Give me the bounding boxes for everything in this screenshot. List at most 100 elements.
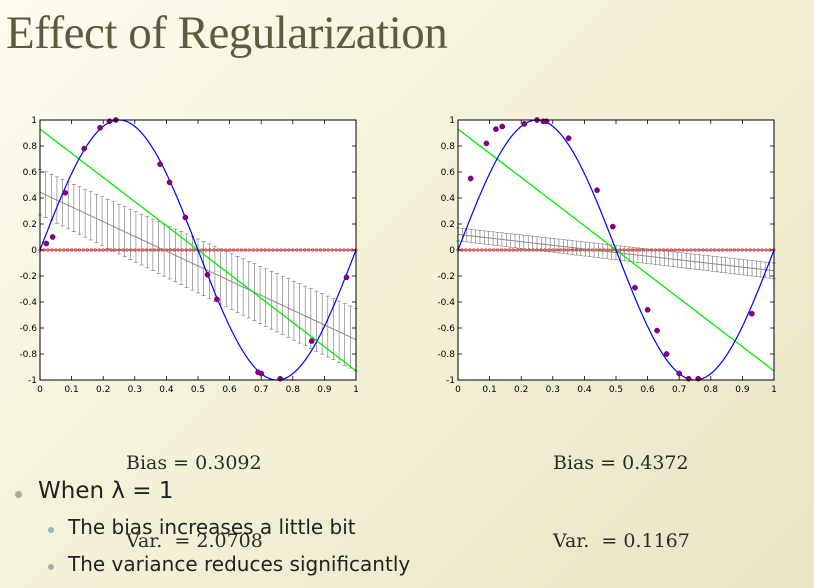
- baseline-marker: [176, 248, 180, 252]
- x-tick-label: 0.1: [64, 385, 78, 395]
- baseline-marker: [748, 248, 752, 252]
- baseline-marker: [200, 248, 204, 252]
- plot-svg-left: 0 0.1 0.2 0.3 0.4 0.5 0.6 0.7 0.8 0.9 1 -1 -0.8 -0.6 -…: [19, 116, 358, 395]
- baseline-marker: [216, 248, 220, 252]
- baseline-marker: [539, 248, 543, 252]
- baseline-marker: [661, 248, 665, 252]
- sample-point: [467, 175, 474, 182]
- baseline-marker: [487, 248, 492, 252]
- x-tick-label: 0.7: [672, 385, 686, 395]
- baseline-marker: [255, 248, 259, 252]
- sample-point: [654, 327, 660, 334]
- baseline-marker: [515, 248, 519, 252]
- baseline-marker: [598, 248, 602, 252]
- sample-point: [594, 187, 600, 194]
- bias-label-left: Bias = 0.3092: [126, 452, 262, 474]
- baseline-marker: [85, 248, 89, 252]
- baseline-marker: [721, 248, 725, 252]
- sample-point: [81, 145, 88, 152]
- x-tick-label: 0.7: [254, 385, 268, 395]
- baseline-marker: [732, 248, 737, 252]
- x-tick-label: 0.2: [514, 385, 528, 395]
- baseline-marker: [263, 248, 267, 252]
- true-function-curve: [457, 119, 775, 381]
- baseline-marker: [235, 248, 240, 252]
- baseline-marker: [693, 248, 697, 252]
- plot-svg-right: 0 0.1 0.2 0.3 0.4 0.5 0.6 0.7 0.8 0.9 1 -1 -0.8 -0.6 -…: [437, 116, 776, 395]
- spread-mean-line: [39, 191, 357, 341]
- y-tick-label: 0.2: [441, 220, 455, 230]
- sample-point: [106, 118, 113, 125]
- sample-point: [749, 310, 755, 317]
- baseline-marker: [610, 248, 614, 252]
- sample-point: [632, 284, 638, 291]
- baseline-marker: [697, 248, 701, 252]
- baseline-marker: [472, 248, 476, 252]
- baseline-marker: [279, 248, 283, 252]
- y-tick-label: -0.4: [19, 298, 37, 308]
- y-tick-label: -1: [28, 376, 37, 386]
- sample-point: [204, 271, 211, 278]
- baseline-marker: [326, 248, 330, 252]
- baseline-marker: [764, 248, 768, 252]
- x-tick-label: 0: [455, 385, 461, 395]
- baseline-marker: [287, 248, 291, 252]
- y-tick-label: 0: [449, 246, 455, 256]
- sample-point: [343, 274, 350, 281]
- y-tick-label: 0.4: [441, 194, 456, 204]
- baseline-marker: [713, 248, 717, 252]
- spread-mean-line: [457, 233, 775, 272]
- sample-point: [182, 214, 189, 221]
- baseline-marker: [50, 248, 54, 252]
- baseline-marker: [346, 248, 350, 252]
- baseline-marker: [58, 248, 62, 252]
- baseline-marker: [638, 248, 642, 252]
- baseline-marker: [717, 248, 721, 252]
- y-tick-label: 0.8: [441, 142, 456, 152]
- x-tick-label: 0.5: [191, 385, 205, 395]
- baseline-marker: [267, 248, 271, 252]
- y-tick-label: -1: [446, 376, 455, 386]
- sample-point: [609, 223, 616, 230]
- sub-bullet-dot-icon: [48, 564, 54, 570]
- sample-point: [685, 375, 692, 382]
- baseline-marker: [519, 248, 523, 252]
- baseline-marker: [728, 248, 733, 252]
- sample-point: [521, 121, 528, 127]
- sub-bullet-dot-icon: [48, 527, 54, 533]
- x-tick-label: 0.6: [222, 385, 237, 395]
- y-tick-label: 1: [449, 116, 455, 126]
- bullet-dot-icon: [15, 491, 22, 498]
- baseline-marker: [551, 248, 555, 252]
- baseline-marker: [681, 248, 685, 252]
- baseline-marker: [622, 248, 626, 252]
- x-tick-label: 0.6: [640, 385, 655, 395]
- x-tick-label: 0.2: [96, 385, 110, 395]
- sample-point: [565, 135, 572, 142]
- baseline-marker: [54, 248, 58, 252]
- baseline-marker: [188, 248, 192, 252]
- sample-point: [483, 140, 490, 147]
- stats-left: Bias = 0.3092 Var. = 2.0708: [126, 398, 263, 580]
- baseline-marker: [527, 248, 531, 252]
- baseline-marker: [152, 248, 157, 252]
- sample-point: [157, 161, 163, 168]
- baseline-marker: [239, 248, 244, 252]
- baseline-marker: [247, 248, 251, 252]
- baseline-marker: [760, 248, 764, 252]
- sample-point: [97, 124, 103, 131]
- x-tick-label: 0.3: [546, 385, 560, 395]
- baseline-marker: [145, 248, 149, 252]
- baseline-marker: [752, 248, 756, 252]
- baseline-marker: [303, 248, 307, 252]
- baseline-marker: [271, 248, 275, 252]
- baseline-marker: [709, 248, 713, 252]
- sample-point: [499, 123, 506, 130]
- x-tick-label: 0.8: [286, 385, 301, 395]
- sample-point: [166, 179, 173, 186]
- baseline-marker: [685, 248, 689, 252]
- baseline-marker: [283, 248, 287, 252]
- baseline-marker: [259, 248, 263, 252]
- baseline-marker: [77, 248, 82, 252]
- stats-right: Bias = 0.4372 Var. = 0.1167: [553, 398, 690, 580]
